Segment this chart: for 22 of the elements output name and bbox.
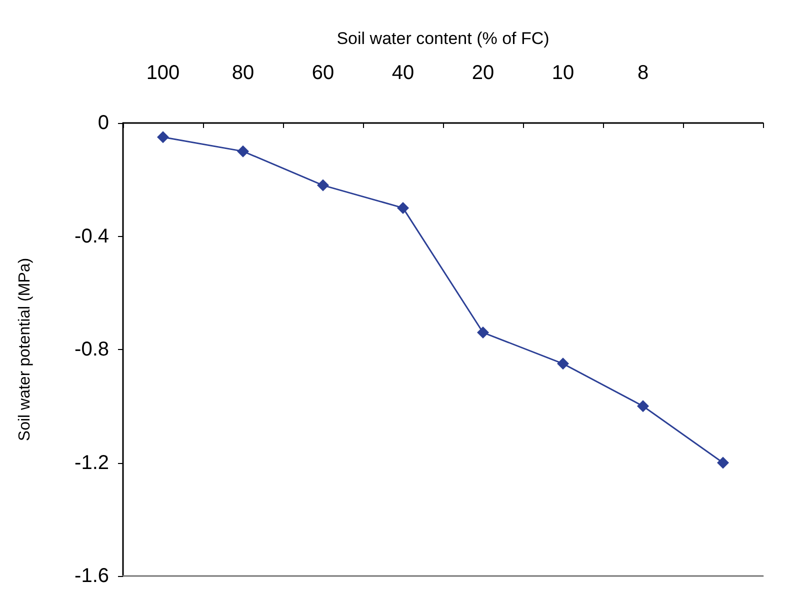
point	[157, 131, 169, 144]
point	[557, 358, 569, 370]
point	[637, 400, 649, 412]
x-tick-label: 40	[392, 62, 414, 84]
point	[397, 202, 409, 214]
x-tick-label: 20	[472, 62, 494, 84]
x-axis-title: Soil water content (% of FC)	[336, 29, 550, 48]
x-tick-label: 10	[552, 62, 574, 84]
y-tick-label: 0	[98, 112, 109, 134]
y-tick-label: -0.4	[74, 225, 109, 248]
x-tick-label: 60	[312, 62, 334, 84]
point	[317, 179, 329, 192]
point	[237, 145, 249, 158]
x-tick-label: 8	[637, 62, 649, 84]
point	[477, 326, 489, 339]
y-axis-title: Soil water potential (MPa)	[16, 258, 34, 442]
x-tick-label: 100	[146, 62, 180, 84]
y-tick-label: -1.6	[74, 565, 109, 587]
x-tick-label: 80	[232, 62, 254, 84]
y-tick-label: -1.2	[74, 452, 109, 474]
point	[717, 456, 729, 469]
y-tick-label: -0.8	[74, 338, 109, 360]
